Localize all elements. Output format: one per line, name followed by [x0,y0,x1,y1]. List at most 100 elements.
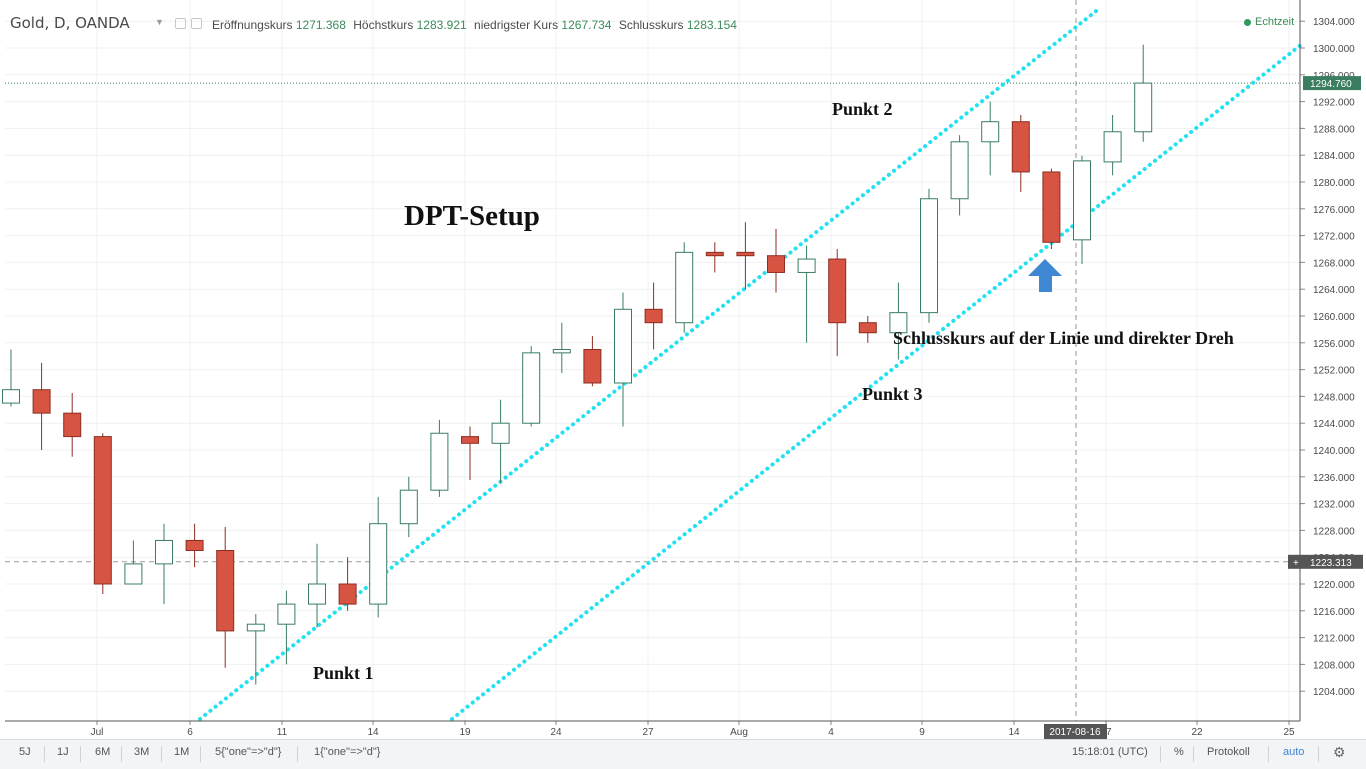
candle-body [430,432,449,491]
candle-body [63,412,82,438]
candle-body [308,583,326,605]
high-label: Höchstkurs [353,18,414,32]
settings-icon[interactable] [191,18,202,29]
candle-body [32,389,51,414]
price-label: 1252.000 [1313,366,1355,377]
price-label: 1204.000 [1313,687,1355,698]
candle-body [644,308,663,324]
price-label: 1256.000 [1313,339,1355,350]
candle [736,222,755,290]
candle [216,527,235,668]
candle [246,614,265,685]
candle [797,245,816,343]
protocol-button[interactable]: Protokoll [1207,746,1250,758]
time-label: 11 [277,727,288,738]
range-6m-button[interactable]: 6M [95,746,111,758]
candle [858,316,877,343]
annotation-punkt-3: Punkt 3 [862,384,923,404]
price-axis: 1204.000 1208.000 1212.000 1216.000 1220.000… [1299,0,1355,721]
time-label: 19 [459,727,471,738]
close-value: 1283.154 [686,18,737,32]
eye-icon[interactable] [175,18,186,29]
candle-body [124,563,143,585]
range-1y-button[interactable]: 1J [57,746,69,758]
low-value: 1267.734 [561,18,612,32]
time-label: Aug [730,727,748,738]
time-label: 24 [550,727,562,738]
candle-body [461,436,479,444]
candle [522,346,541,427]
candle [277,590,296,665]
auto-scale-button[interactable]: auto [1283,746,1305,758]
range-1m-button[interactable]: 1M [174,746,190,758]
candle-body [1073,160,1091,241]
candles [2,44,1153,685]
candle-body [2,389,20,404]
candle [338,557,357,611]
candle [399,476,418,538]
candle [920,188,938,323]
price-label: 1300.000 [1313,44,1355,55]
price-label: 1248.000 [1313,392,1355,403]
candle [552,322,571,373]
symbol-title[interactable]: Gold, D, OANDA [10,14,130,32]
candle-body [185,539,204,552]
chevron-down-icon[interactable]: ▼ [155,17,164,27]
candle [828,249,847,357]
price-label: 1236.000 [1313,473,1355,484]
price-label: 1208.000 [1313,660,1355,671]
range-5y-button[interactable]: 5J [19,746,31,758]
low-label: niedrigster Kurs [474,18,559,32]
range-3m-button[interactable]: 3M [134,746,150,758]
candle [614,292,632,427]
arrow-shape [1028,259,1062,292]
candle [2,349,20,407]
high-value: 1283.921 [416,18,467,32]
candle-body [614,308,632,384]
candle [124,540,143,585]
price-label: 1232.000 [1313,500,1355,511]
gear-icon[interactable]: ⚙ [1333,744,1346,760]
candle-body [858,322,877,334]
price-label: 1228.000 [1313,526,1355,537]
range-1d-button[interactable]: 1{"one"=>"d"} [314,746,381,758]
plus-icon: + [1293,558,1299,569]
price-markers: 1294.760 + 1223.313 2017-08-16 [1044,76,1363,739]
price-label: 1304.000 [1313,17,1355,28]
candle-body [675,251,694,324]
time-label: 25 [1283,727,1295,738]
percent-button[interactable]: % [1174,746,1184,758]
range-5d-button[interactable]: 5{"one"=>"d"} [215,746,282,758]
candle [705,242,724,273]
candle-body [369,523,388,605]
price-chart[interactable]: 1204.000 1208.000 1212.000 1216.000 1220.000… [0,0,1366,740]
candle-body [736,251,755,257]
candle [1073,155,1091,265]
price-label: 1220.000 [1313,580,1355,591]
time-label: Jul [91,727,104,738]
price-label: 1280.000 [1313,178,1355,189]
time-label: 27 [642,727,654,738]
candle [369,496,388,618]
open-label: Eröffnungskurs [212,18,293,32]
candle-body [338,583,357,605]
candle-body [93,436,112,585]
candle-body [981,121,1000,143]
candle [32,362,51,450]
candle-body [491,422,510,444]
candle [950,135,969,216]
candle [1134,44,1153,142]
channel-upper-line [198,6,1102,721]
chart-header: Gold, D, OANDA ▼ Eröffnungskurs 1271.368… [0,0,1300,42]
candle [308,543,326,628]
annotation-punkt-1: Punkt 1 [313,663,374,683]
candle [63,393,82,457]
live-indicator: Echtzeit [1244,16,1294,28]
candle-body [1103,131,1122,163]
annotation-title: DPT-Setup [404,200,540,232]
candle-body [552,349,571,354]
candle-body [399,489,418,525]
close-label: Schlusskurs [618,18,684,32]
price-label: 1216.000 [1313,607,1355,618]
candle [889,282,908,360]
